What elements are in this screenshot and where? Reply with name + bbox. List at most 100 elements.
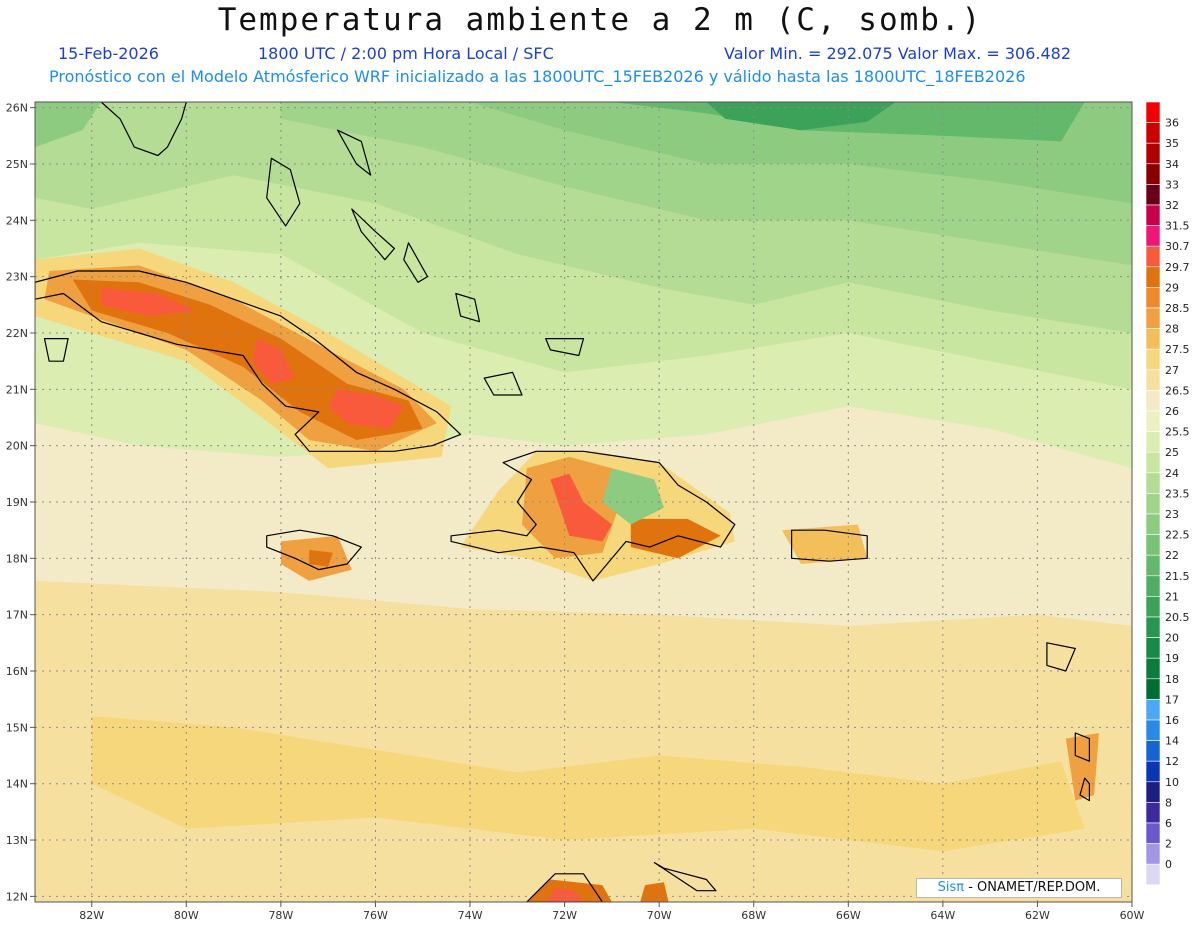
- model-info: Pronóstico con el Modelo Atmósferico WRF…: [49, 67, 1026, 86]
- colorbar-label: 31.5: [1165, 220, 1190, 233]
- colorbar-swatch: [1145, 369, 1161, 391]
- plot-area: 26N 25N 24N 23N 22N 21N 20N 19N 18N 17N 16N 15N 14N 1…: [6, 101, 1145, 922]
- lat-label: 19N: [6, 496, 28, 509]
- colorbar-label: 8: [1165, 796, 1172, 809]
- colorbar-swatch: [1145, 266, 1161, 288]
- lon-label: 72W: [552, 909, 577, 922]
- colorbar-label: 23: [1165, 508, 1179, 521]
- lat-label: 22N: [6, 327, 28, 340]
- colorbar-label: 12: [1165, 755, 1179, 768]
- coastline-hispaniola: [450, 450, 736, 582]
- lon-label: 74W: [458, 909, 483, 922]
- colorbar-swatch: [1145, 699, 1161, 721]
- colorbar-swatch: [1145, 760, 1161, 783]
- temp-field-hisp-warm-3: [630, 518, 721, 559]
- colorbar-label: 36: [1165, 117, 1179, 130]
- colorbar-label: 20: [1165, 632, 1179, 645]
- lon-label: 60W: [1120, 909, 1145, 922]
- temp-field-florida-cool: [35, 102, 102, 148]
- colorbar-swatch: [1145, 740, 1161, 762]
- temp-field-cuba-warm-4: [101, 287, 196, 317]
- colorbar-swatch: [1145, 822, 1161, 844]
- lon-label: 78W: [268, 909, 293, 922]
- lat-label: 25N: [6, 158, 28, 171]
- colorbar-label: 25.5: [1165, 426, 1190, 439]
- lat-label: 16N: [6, 665, 28, 678]
- coastline-eleuthera: [337, 129, 372, 176]
- colorbar-label: 0: [1165, 858, 1172, 871]
- sispi-brand: Sisπ: [937, 880, 965, 895]
- colorbar-swatch: [1145, 657, 1161, 680]
- colorbar-label: 10: [1165, 776, 1179, 789]
- coastline-jamaica: [266, 529, 362, 571]
- lon-label: 80W: [174, 909, 199, 922]
- colorbar-label: 26: [1165, 405, 1179, 418]
- colorbar-swatch: [1145, 101, 1161, 123]
- colorbar-label: 21: [1165, 590, 1179, 603]
- lon-label: 62W: [1025, 909, 1050, 922]
- colorbar-swatch: [1145, 554, 1161, 577]
- colorbar-label: 24: [1165, 467, 1179, 480]
- colorbar-label: 34: [1165, 158, 1179, 171]
- colorbar-label: 2: [1165, 838, 1172, 851]
- colorbar-swatch: [1145, 328, 1161, 350]
- colorbar-label: 22.5: [1165, 529, 1190, 542]
- colorbar-swatch: [1145, 513, 1161, 535]
- lat-label: 26N: [6, 102, 28, 115]
- colorbar-swatch: [1145, 534, 1161, 556]
- colorbar-label: 23.5: [1165, 487, 1190, 500]
- colorbar-label: 29.7: [1165, 261, 1190, 274]
- colorbar-swatch: [1145, 616, 1161, 638]
- colorbar-swatch: [1145, 719, 1161, 741]
- lat-label: 14N: [6, 778, 28, 791]
- colorbar-label: 32: [1165, 199, 1179, 212]
- lon-label: 82W: [79, 909, 104, 922]
- colorbar-swatch: [1145, 204, 1161, 226]
- colorbar-label: 19: [1165, 652, 1179, 665]
- colorbar-label: 35: [1165, 137, 1179, 150]
- colorbar-swatch: [1145, 678, 1161, 700]
- value-stats: Valor Min. = 292.075 Valor Max. = 306.48…: [724, 44, 1072, 63]
- coastline-guadeloupe: [1046, 642, 1076, 672]
- lon-label: 68W: [741, 909, 766, 922]
- colorbar-label: 21.5: [1165, 570, 1190, 583]
- colorbar: 363534333231.530.729.72928.52827.52726.5…: [1145, 101, 1190, 886]
- colorbar-swatch: [1145, 142, 1161, 165]
- lat-label: 20N: [6, 440, 28, 453]
- lon-label: 70W: [647, 909, 672, 922]
- colorbar-label: 27: [1165, 364, 1179, 377]
- colorbar-label: 14: [1165, 735, 1179, 748]
- temp-field-cuba-warm-5: [252, 338, 296, 384]
- lat-label: 17N: [6, 609, 28, 622]
- colorbar-swatch: [1145, 863, 1161, 886]
- lat-label: 18N: [6, 552, 28, 565]
- colorbar-swatch: [1145, 225, 1161, 247]
- coastline-inagua: [483, 371, 523, 396]
- colorbar-swatch: [1145, 596, 1161, 618]
- lon-label: 66W: [836, 909, 861, 922]
- forecast-date: 15-Feb-2026: [58, 44, 159, 63]
- temp-field-hisp-hot-1: [550, 473, 612, 542]
- colorbar-swatch: [1145, 410, 1161, 432]
- colorbar-swatch: [1145, 451, 1161, 474]
- colorbar-swatch: [1145, 431, 1161, 453]
- credit-text: - ONAMET/REP.DOM.: [964, 880, 1101, 895]
- lat-label: 23N: [6, 271, 28, 284]
- colorbar-swatch: [1145, 184, 1161, 206]
- colorbar-swatch: [1145, 122, 1161, 144]
- colorbar-label: 22: [1165, 549, 1179, 562]
- colorbar-label: 17: [1165, 693, 1179, 706]
- colorbar-swatch: [1145, 637, 1161, 659]
- coastline-aruba-curacao: [653, 861, 717, 892]
- coastline-st-lucia: [1079, 777, 1091, 802]
- colorbar-label: 18: [1165, 673, 1179, 686]
- coastline-cuba: [35, 270, 462, 452]
- colorbar-swatch: [1145, 390, 1161, 412]
- coastline-puerto-rico: [790, 529, 868, 562]
- temp-field-pr-warm: [782, 524, 868, 564]
- colorbar-label: 6: [1165, 817, 1172, 830]
- colorbar-swatch: [1145, 493, 1161, 515]
- credit-box: Sisπ - ONAMET/REP.DOM.: [916, 878, 1122, 898]
- colorbar-swatch: [1145, 472, 1161, 494]
